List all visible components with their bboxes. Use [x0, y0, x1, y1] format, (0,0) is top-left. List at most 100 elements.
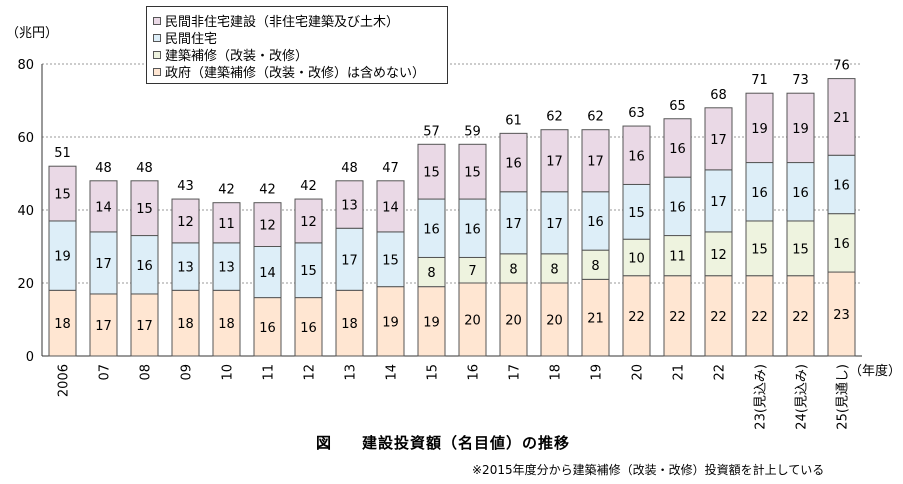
x-tick-label: 21 [672, 364, 687, 381]
data-label-private_nonhousing: 13 [341, 199, 358, 214]
data-label-public: 22 [751, 310, 768, 325]
bar-segment-private_housing [663, 176, 692, 237]
data-label-private_housing: 17 [341, 253, 358, 268]
bar-total-label: 42 [300, 179, 317, 194]
bar-segment-private_nonhousing [130, 180, 159, 237]
data-label-private_nonhousing: 15 [54, 188, 71, 203]
data-label-renovation: 11 [669, 250, 686, 265]
y-tick-label: 0 [26, 350, 34, 365]
bar-segment-private_housing [581, 191, 610, 251]
bar-segment-private_housing [704, 169, 733, 233]
data-label-private_nonhousing: 17 [587, 155, 604, 170]
data-label-private_housing: 13 [218, 261, 235, 276]
bar-segment-public [212, 289, 241, 357]
data-label-private_nonhousing: 12 [300, 215, 317, 230]
bar-segment-public [253, 297, 282, 357]
data-label-private_housing: 16 [792, 186, 809, 201]
data-label-public: 20 [464, 314, 481, 329]
data-label-private_nonhousing: 21 [833, 111, 850, 126]
bar-total-label: 65 [669, 99, 686, 114]
bar-segment-private_nonhousing [458, 143, 487, 200]
data-label-private_housing: 16 [587, 215, 604, 230]
bar-segment-public [827, 271, 856, 357]
bar-segment-private_nonhousing [253, 202, 282, 247]
data-label-private_nonhousing: 16 [505, 157, 522, 172]
bar-segment-private_housing [335, 227, 364, 291]
bar-total-label: 42 [259, 183, 276, 198]
bar-segment-private_nonhousing [212, 202, 241, 244]
figure-caption: 図 建設投資額（名目値）の推移 [316, 432, 570, 453]
bar-segment-private_nonhousing [663, 118, 692, 178]
data-label-renovation: 8 [509, 262, 517, 277]
bar-segment-private_housing [622, 183, 651, 240]
bar-segment-private_nonhousing [335, 180, 364, 229]
bar-segment-public [622, 275, 651, 357]
legend-swatch-private-nonhousing [153, 16, 161, 25]
bar-total-label: 62 [546, 110, 563, 125]
bar-segment-public [130, 293, 159, 357]
data-label-private_nonhousing: 17 [710, 133, 727, 148]
bar-segment-public [581, 278, 610, 357]
bar-total-label: 71 [751, 73, 768, 88]
bar-total-label: 61 [505, 113, 522, 128]
x-axis-unit-label: （年度） [849, 364, 902, 379]
data-label-private_nonhousing: 15 [464, 166, 481, 181]
x-tick-label: 15 [426, 364, 441, 381]
bar-segment-private_nonhousing [786, 92, 815, 164]
legend-label-renovation: 建築補修（改装・改修） [165, 49, 309, 64]
legend-swatch-private-housing [153, 33, 161, 42]
data-label-private_nonhousing: 17 [546, 155, 563, 170]
bar-total-label: 43 [177, 179, 194, 194]
data-label-public: 18 [218, 317, 235, 332]
bar-segment-private_housing [376, 231, 405, 288]
data-label-renovation: 10 [628, 251, 645, 266]
data-label-public: 18 [54, 317, 71, 332]
x-tick-label: 18 [549, 364, 564, 381]
bar-segment-renovation [622, 238, 651, 277]
data-label-public: 16 [259, 321, 276, 336]
bar-segment-private_housing [417, 198, 446, 258]
data-label-public: 17 [95, 319, 112, 334]
data-label-public: 18 [177, 317, 194, 332]
legend-item-renovation: 建築補修（改装・改修） [153, 45, 308, 64]
data-label-public: 22 [669, 310, 686, 325]
data-label-private_housing: 16 [423, 222, 440, 237]
data-label-renovation: 15 [751, 242, 768, 257]
chart-legend: 民間非住宅建設（非住宅建築及び土木） 民間住宅 建築補修（改装・改修） 政府（建… [146, 6, 448, 84]
figure-title: 建設投資額（名目値）の推移 [362, 434, 571, 452]
data-label-private_housing: 17 [95, 257, 112, 272]
bar-segment-private_housing [294, 242, 323, 299]
bar-segment-public [499, 282, 528, 357]
bar-total-label: 47 [382, 161, 399, 176]
data-label-renovation: 12 [710, 248, 727, 263]
bar-segment-renovation [827, 213, 856, 273]
x-tick-label: 07 [98, 364, 113, 381]
bar-segment-public [171, 289, 200, 357]
y-tick-label: 20 [17, 277, 34, 292]
bar-total-label: 42 [218, 183, 235, 198]
bar-segment-private_housing [499, 191, 528, 255]
data-label-private_nonhousing: 12 [259, 219, 276, 234]
bar-segment-private_nonhousing [827, 78, 856, 156]
data-label-public: 19 [382, 315, 399, 330]
bar-total-label: 73 [792, 73, 809, 88]
bar-segment-private_housing [786, 162, 815, 222]
bar-segment-private_nonhousing [89, 180, 118, 233]
data-label-public: 22 [628, 310, 645, 325]
x-tick-label: 11 [262, 364, 277, 381]
data-label-public: 18 [341, 317, 358, 332]
data-label-private_nonhousing: 14 [382, 200, 399, 215]
y-tick-label: 60 [17, 131, 34, 146]
data-label-private_housing: 15 [628, 206, 645, 221]
data-label-private_housing: 15 [300, 264, 317, 279]
bar-segment-renovation [663, 235, 692, 277]
x-tick-label: 24(見込み) [795, 364, 810, 430]
x-tick-label: 17 [508, 364, 523, 381]
bar-segment-renovation [540, 253, 569, 284]
bar-segment-renovation [417, 256, 446, 288]
data-label-public: 16 [300, 321, 317, 336]
x-tick-label: 12 [303, 364, 318, 381]
x-tick-label: 22 [713, 364, 728, 381]
bar-total-label: 62 [587, 110, 604, 125]
data-label-private_nonhousing: 12 [177, 215, 194, 230]
